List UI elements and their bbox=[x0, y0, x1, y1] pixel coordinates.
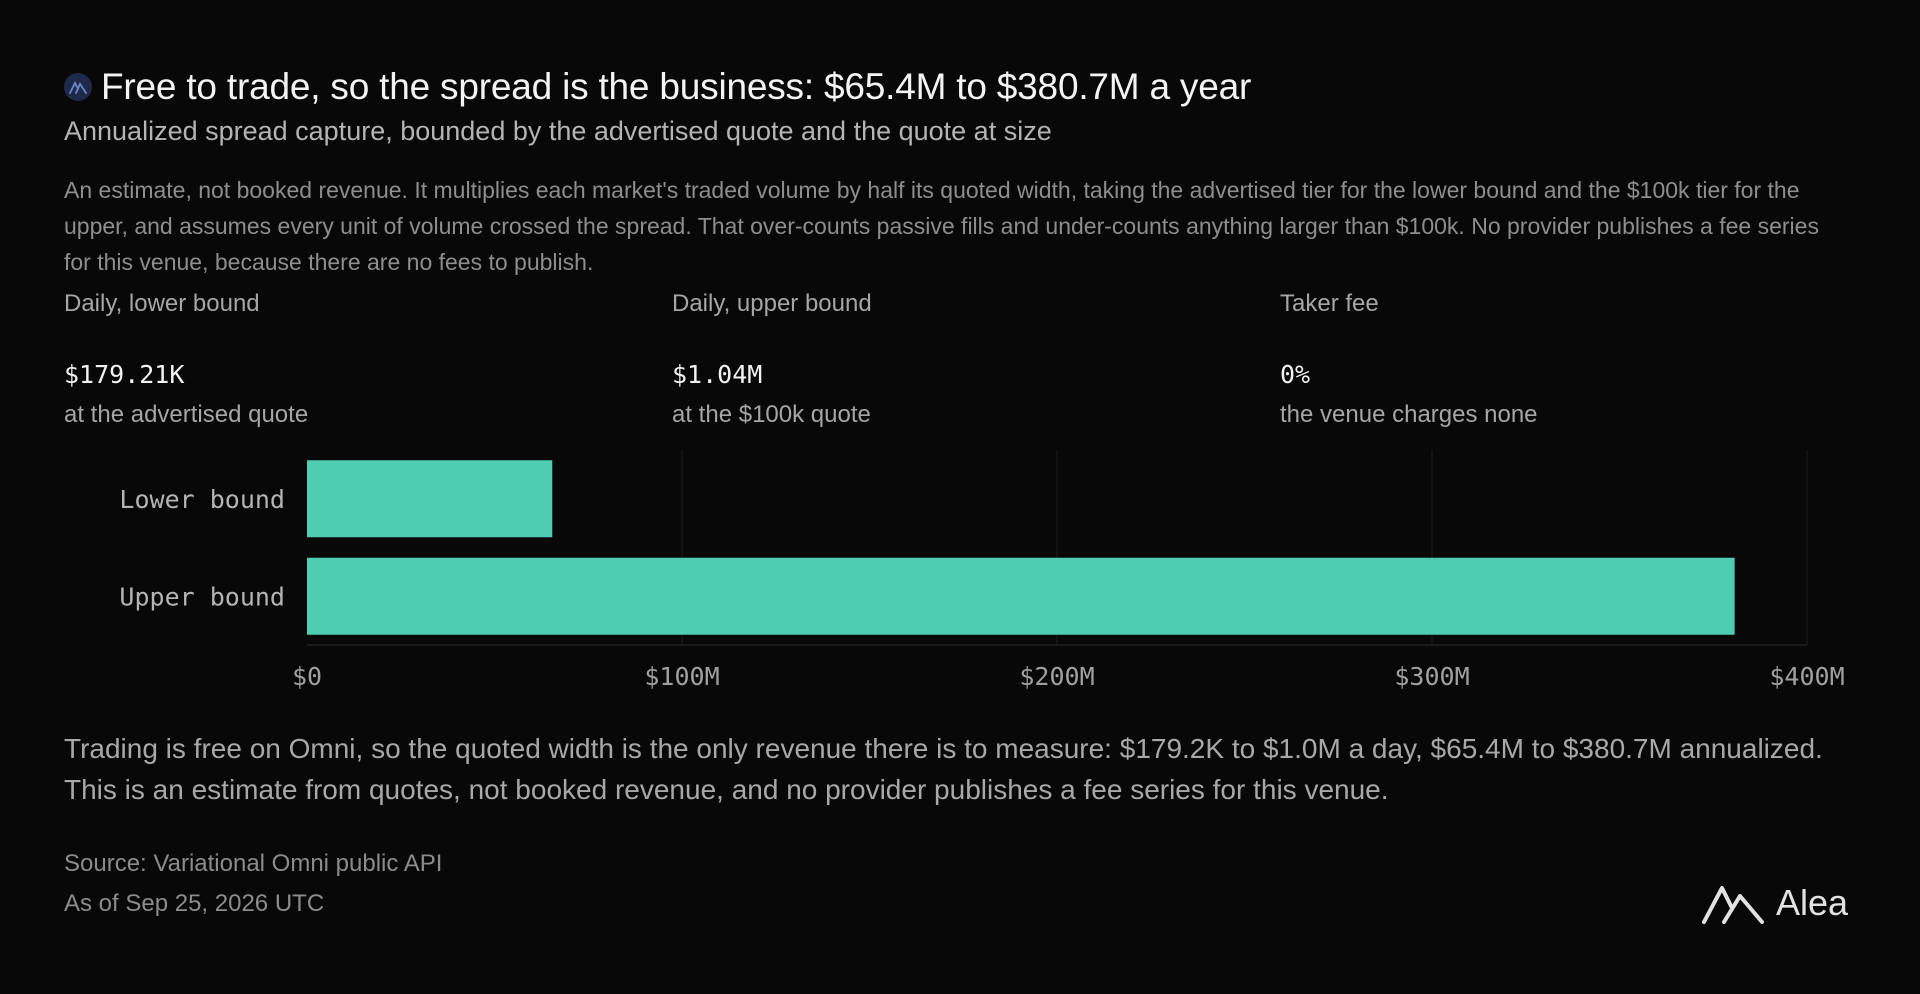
stat-label: Taker fee bbox=[1280, 290, 1379, 317]
brand-badge-icon bbox=[64, 73, 92, 101]
summary-text: Trading is free on Omni, so the quoted w… bbox=[64, 733, 1823, 805]
brand-wordmark: Alea bbox=[1776, 882, 1849, 923]
bar bbox=[307, 557, 1735, 635]
stat-value: $1.04M bbox=[672, 360, 763, 389]
x-tick-label: $300M bbox=[1394, 662, 1469, 691]
bar bbox=[307, 460, 553, 538]
methodology-note: An estimate, not booked revenue. It mult… bbox=[64, 177, 1819, 275]
stat-caption: the venue charges none bbox=[1280, 401, 1538, 428]
bar-chart: Lower bound Upper bound $0 $100M $200M $300M $… bbox=[119, 450, 1845, 691]
x-tick-label: $200M bbox=[1019, 662, 1094, 691]
stat-caption: at the $100k quote bbox=[672, 401, 871, 428]
alea-logo-icon bbox=[1702, 886, 1764, 924]
x-tick-label: $0 bbox=[292, 662, 322, 691]
as-of-line: As of Sep 25, 2026 UTC bbox=[64, 890, 325, 917]
category-label: Lower bound bbox=[119, 485, 285, 514]
stat-taker-fee: Taker fee 0% the venue charges none bbox=[1280, 290, 1840, 429]
chart-card: Free to trade, so the spread is the busi… bbox=[64, 0, 1856, 994]
stat-caption: at the advertised quote bbox=[64, 401, 309, 428]
stat-value: $179.21K bbox=[64, 360, 185, 389]
category-label: Upper bound bbox=[119, 582, 285, 611]
stat-value: 0% bbox=[1280, 360, 1311, 389]
chart-subtitle: Annualized spread capture, bounded by th… bbox=[64, 116, 1052, 146]
x-tick-label: $100M bbox=[644, 662, 719, 691]
stat-daily-upper: Daily, upper bound $1.04M at the $100k q… bbox=[672, 290, 1232, 429]
stat-label: Daily, upper bound bbox=[672, 290, 872, 317]
source-line: Source: Variational Omni public API bbox=[64, 850, 443, 877]
stat-label: Daily, lower bound bbox=[64, 290, 260, 317]
title-row: Free to trade, so the spread is the busi… bbox=[64, 66, 1251, 108]
x-tick-label: $400M bbox=[1769, 662, 1844, 691]
brand-logo: Alea bbox=[1702, 882, 1848, 924]
stat-daily-lower: Daily, lower bound $179.21K at the adver… bbox=[64, 290, 624, 429]
chart-title: Free to trade, so the spread is the busi… bbox=[101, 66, 1252, 107]
